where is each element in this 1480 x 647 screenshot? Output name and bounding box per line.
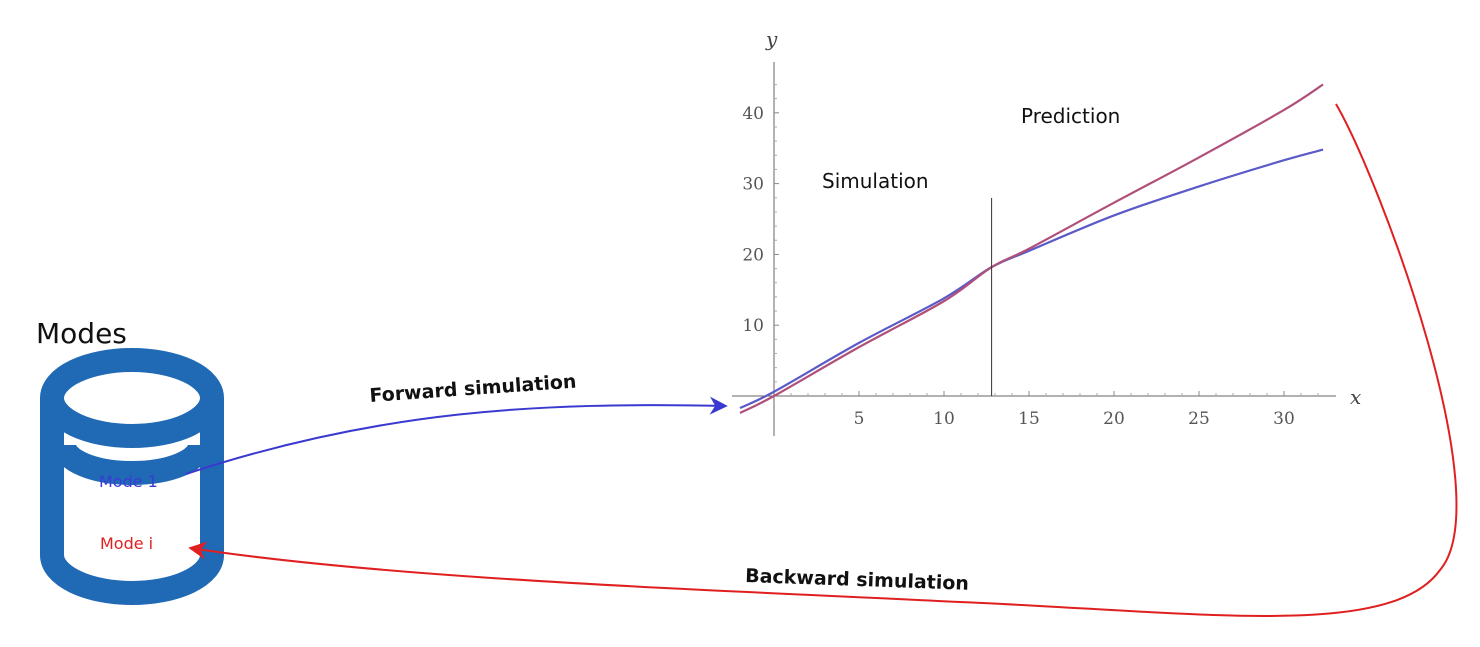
chart-axes: [732, 62, 1336, 436]
forward-simulation-arrow: Forward simulation: [185, 371, 728, 475]
prediction-annotation: Prediction: [1021, 104, 1120, 128]
backward-simulation-label: Backward simulation: [745, 565, 969, 595]
x-tick-label: 25: [1188, 409, 1210, 429]
x-tick-label: 15: [1018, 409, 1040, 429]
mode-1-label: Mode 1: [99, 472, 158, 491]
y-tick-label: 10: [742, 316, 764, 336]
chart-series: [739, 83, 1324, 414]
simulation-annotation: Simulation: [822, 169, 929, 193]
y-tick-label: 30: [742, 175, 764, 195]
y-tick-label: 20: [742, 245, 764, 265]
x-tick-label: 20: [1103, 409, 1125, 429]
prediction-chart: 5 10 15 20 25 30 10 20 30 40 x y Simulation Predi…: [732, 27, 1361, 436]
database-cylinder-icon: [40, 348, 224, 605]
x-axis-label: x: [1350, 385, 1361, 409]
series-line-2: [739, 83, 1324, 414]
x-tick-label: 30: [1273, 409, 1295, 429]
forward-simulation-label: Forward simulation: [369, 371, 577, 407]
x-tick-label: 5: [854, 409, 865, 429]
modes-database: Modes Mode 1 Mode i: [36, 317, 224, 605]
chart-ticks: 5 10 15 20 25 30 10 20 30 40: [742, 83, 1319, 429]
x-tick-label: 10: [933, 409, 955, 429]
y-axis-label: y: [765, 27, 778, 51]
mode-i-label: Mode i: [100, 534, 153, 553]
database-title: Modes: [36, 317, 127, 350]
y-tick-label: 40: [742, 104, 764, 124]
